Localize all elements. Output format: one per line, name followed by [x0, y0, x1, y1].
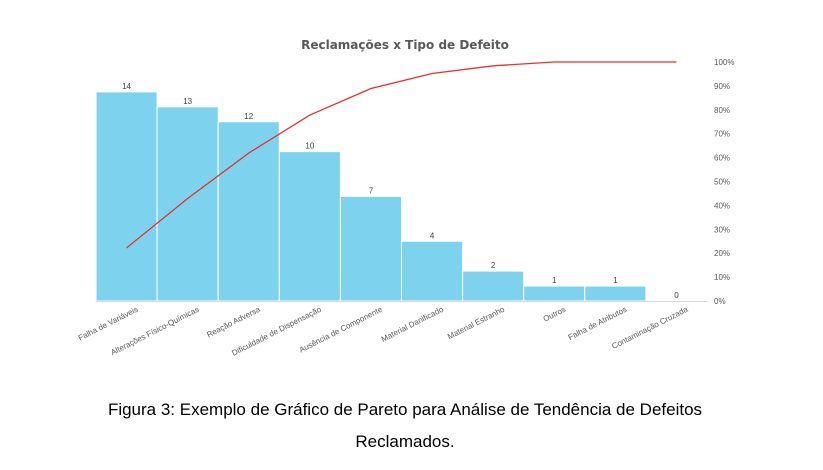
pareto-chart: Reclamações x Tipo de Defeito 1413121074… [77, 38, 735, 358]
data-label: 1 [552, 276, 557, 285]
bar [217, 121, 280, 302]
data-label: 13 [183, 97, 192, 106]
category-label: Material Danificado [380, 305, 446, 344]
bar [401, 240, 464, 302]
y2-tick-label: 20% [714, 249, 730, 258]
y2-tick-label: 40% [714, 201, 730, 210]
category-label: Falha de Atributos [567, 305, 629, 342]
chart-title: Reclamações x Tipo de Defeito [301, 38, 509, 52]
category-label: Falha de Variáveis [77, 305, 140, 343]
figure-caption: Figura 3: Exemplo de Gráfico de Pareto p… [40, 394, 770, 458]
category-label: Outros [542, 305, 567, 324]
data-label: 7 [369, 186, 374, 195]
data-label: 12 [244, 112, 253, 121]
y2-tick-label: 90% [714, 82, 730, 91]
data-label: 4 [430, 231, 435, 240]
caption-line-2: Reclamados. [355, 432, 455, 451]
bar [523, 285, 586, 302]
data-label: 1 [613, 276, 618, 285]
y2-tick-label: 0% [714, 297, 726, 306]
bar [339, 195, 402, 302]
y2-tick-label: 60% [714, 154, 730, 163]
bar [462, 270, 525, 302]
bars-group [95, 91, 647, 302]
y2-tick-label: 10% [714, 273, 730, 282]
secondary-y-axis: 0% 10% 20% 30% 40% 50% 60% 70% 80% 90% 100% [714, 58, 734, 306]
data-label: 14 [122, 82, 131, 91]
y2-tick-label: 100% [714, 58, 734, 67]
bar [584, 285, 647, 302]
cumulative-percent-line [126, 61, 677, 249]
bar [156, 106, 219, 302]
category-label: Reação Adversa [205, 305, 262, 340]
data-label: 2 [491, 261, 496, 270]
data-label: 0 [674, 291, 679, 300]
y2-tick-label: 50% [714, 178, 730, 187]
data-label: 10 [305, 142, 314, 151]
caption-line-1: Figura 3: Exemplo de Gráfico de Pareto p… [107, 400, 703, 419]
bar [278, 151, 341, 302]
category-label: Material Estranho [446, 305, 506, 342]
y2-tick-label: 30% [714, 225, 730, 234]
y2-tick-label: 80% [714, 106, 730, 115]
bar [95, 91, 158, 302]
y2-tick-label: 70% [714, 130, 730, 139]
